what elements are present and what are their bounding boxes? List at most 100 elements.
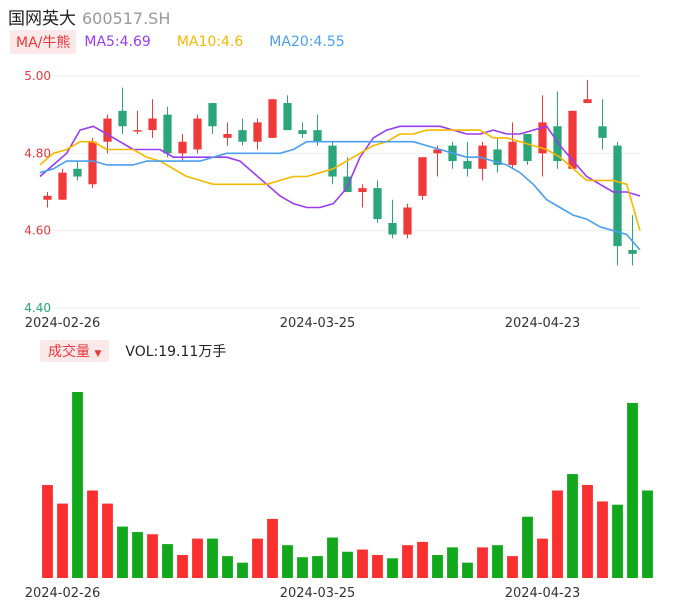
volume-bar bbox=[537, 538, 548, 578]
volume-bar bbox=[147, 534, 158, 578]
price-axis-label: 4.60 bbox=[24, 224, 51, 238]
candle-body bbox=[493, 149, 502, 165]
volume-bar bbox=[237, 562, 248, 578]
volume-bar bbox=[177, 555, 188, 578]
candle-body bbox=[283, 103, 292, 131]
volume-date-axis-label: 2024-02-26 bbox=[25, 586, 101, 601]
price-axis-label: 5.00 bbox=[24, 69, 51, 83]
volume-bar bbox=[312, 556, 323, 578]
volume-bar bbox=[102, 503, 113, 578]
volume-bar bbox=[417, 541, 428, 578]
candle-body bbox=[253, 122, 262, 142]
volume-bar bbox=[282, 545, 293, 578]
candle-body bbox=[313, 130, 322, 142]
candle-body bbox=[598, 126, 607, 138]
volume-bar bbox=[492, 545, 503, 578]
candle-body bbox=[268, 99, 277, 138]
ma-legend: MA/牛熊 MA5:4.69 MA10:4.6 MA20:4.55 bbox=[10, 30, 371, 54]
volume-bar bbox=[372, 555, 383, 578]
volume-bar bbox=[117, 526, 128, 578]
candle-body bbox=[508, 141, 517, 165]
volume-bar bbox=[222, 556, 233, 578]
candle-body bbox=[433, 149, 442, 154]
candle-body bbox=[523, 134, 532, 162]
candle-body bbox=[133, 130, 142, 132]
candle-body bbox=[568, 110, 577, 169]
volume-bar bbox=[612, 504, 623, 578]
volume-bar bbox=[297, 557, 308, 578]
volume-date-axis-label: 2024-03-25 bbox=[280, 586, 356, 601]
candle-body bbox=[208, 103, 217, 127]
ma5-legend: MA5:4.69 bbox=[84, 34, 151, 50]
volume-bar bbox=[87, 490, 98, 578]
volume-bar bbox=[342, 551, 353, 578]
volume-bar bbox=[432, 555, 443, 578]
volume-bar bbox=[42, 485, 53, 578]
volume-bar bbox=[207, 538, 218, 578]
stock-name: 国网英大 bbox=[8, 9, 76, 29]
candle-body bbox=[328, 145, 337, 177]
volume-bar bbox=[57, 503, 68, 578]
volume-value: VOL:19.11万手 bbox=[125, 344, 227, 360]
volume-bar bbox=[402, 545, 413, 578]
candle-body bbox=[88, 141, 97, 185]
volume-bar bbox=[567, 474, 578, 578]
volume-bar bbox=[507, 556, 518, 578]
volume-bar bbox=[597, 501, 608, 578]
ma10-legend: MA10:4.6 bbox=[176, 34, 244, 50]
candle-body bbox=[613, 145, 622, 247]
date-axis-label: 2024-02-26 bbox=[25, 316, 101, 331]
candle-body bbox=[148, 118, 157, 131]
price-axis-label: 4.40 bbox=[24, 301, 51, 315]
ma10-line bbox=[39, 129, 641, 231]
volume-bar bbox=[132, 532, 143, 578]
stock-code: 600517.SH bbox=[82, 9, 171, 28]
candle-body bbox=[538, 122, 547, 154]
volume-date-axis-label: 2024-04-23 bbox=[505, 586, 581, 601]
candle-body bbox=[403, 207, 412, 235]
candle-body bbox=[178, 141, 187, 154]
volume-bar bbox=[387, 558, 398, 578]
volume-bar bbox=[642, 490, 653, 578]
ma-toggle-button[interactable]: MA/牛熊 bbox=[10, 30, 77, 54]
candle-body bbox=[103, 118, 112, 142]
volume-bar bbox=[582, 485, 593, 578]
volume-bar bbox=[267, 518, 278, 578]
volume-bar bbox=[252, 538, 263, 578]
volume-bar bbox=[192, 538, 203, 578]
stock-title: 国网英大 600517.SH bbox=[8, 4, 170, 29]
candle-body bbox=[298, 130, 307, 134]
volume-bar bbox=[162, 544, 173, 578]
chevron-down-icon: ▼ bbox=[94, 349, 102, 359]
volume-bar bbox=[327, 537, 338, 578]
candle-body bbox=[583, 99, 592, 104]
volume-bar bbox=[552, 490, 563, 578]
candle-body bbox=[73, 168, 82, 177]
price-axis-label: 4.80 bbox=[24, 146, 51, 160]
candle-body bbox=[193, 118, 202, 150]
candle-body bbox=[628, 250, 637, 254]
volume-bar bbox=[477, 547, 488, 578]
candle-body bbox=[358, 188, 367, 192]
candle-body bbox=[223, 134, 232, 138]
candle-body bbox=[418, 157, 427, 196]
volume-legend: 成交量 ▼ VOL:19.11万手 bbox=[40, 340, 226, 362]
candle-body bbox=[388, 222, 397, 235]
volume-bar bbox=[627, 402, 638, 578]
candle-body bbox=[553, 126, 562, 162]
volume-toggle-label: 成交量 bbox=[48, 344, 90, 360]
candle-body bbox=[58, 172, 67, 200]
volume-toggle-button[interactable]: 成交量 ▼ bbox=[40, 340, 110, 362]
candle-body bbox=[43, 195, 52, 200]
volume-bar bbox=[522, 516, 533, 578]
volume-bar bbox=[462, 562, 473, 578]
date-axis-label: 2024-04-23 bbox=[505, 316, 581, 331]
ma20-line bbox=[39, 140, 641, 251]
volume-bar bbox=[447, 547, 458, 578]
candle-body bbox=[163, 114, 172, 154]
candle-body bbox=[118, 110, 127, 127]
candle-body bbox=[238, 130, 247, 142]
ma20-legend: MA20:4.55 bbox=[269, 34, 345, 50]
candle-body bbox=[463, 161, 472, 169]
